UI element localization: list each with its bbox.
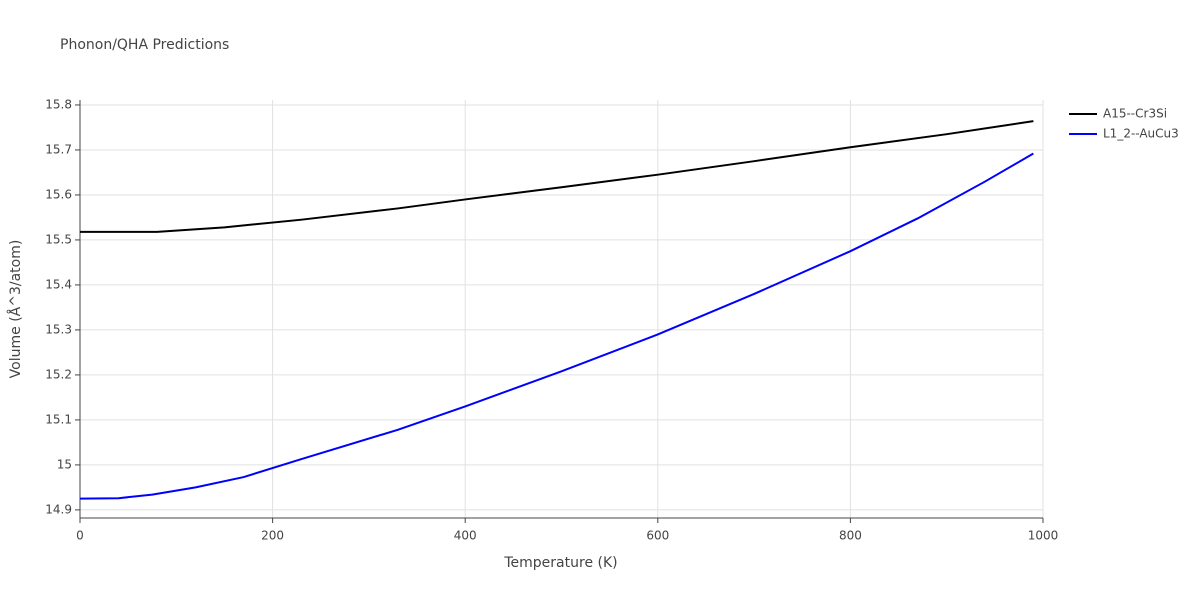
x-tick-label: 200	[261, 529, 284, 543]
y-tick-label: 15.5	[45, 232, 72, 246]
y-tick-label: 15	[57, 457, 72, 471]
legend-label: A15--Cr3Si	[1103, 107, 1167, 121]
y-tick-label: 15.8	[45, 97, 72, 111]
x-axis-label: Temperature (K)	[503, 555, 617, 571]
y-tick-label: 15.2	[45, 367, 72, 381]
x-tick-label: 600	[646, 529, 669, 543]
series-line	[80, 120, 1034, 233]
x-tick-label: 0	[76, 529, 84, 543]
y-tick-label: 15.7	[45, 142, 72, 156]
y-tick-label: 15.1	[45, 412, 72, 426]
y-axis-label: Volume (Å^3/atom)	[7, 240, 24, 379]
y-tick-label: 15.6	[45, 187, 72, 201]
x-tick-label: 1000	[1028, 529, 1059, 543]
series-line	[79, 152, 1034, 500]
y-tick-label: 15.4	[45, 277, 72, 291]
y-tick-label: 14.9	[45, 502, 72, 516]
x-tick-label: 800	[839, 529, 862, 543]
y-tick-label: 15.3	[45, 322, 72, 336]
x-tick-label: 400	[454, 529, 477, 543]
chart-title: Phonon/QHA Predictions	[60, 37, 229, 53]
legend-label: L1_2--AuCu3	[1103, 127, 1179, 141]
